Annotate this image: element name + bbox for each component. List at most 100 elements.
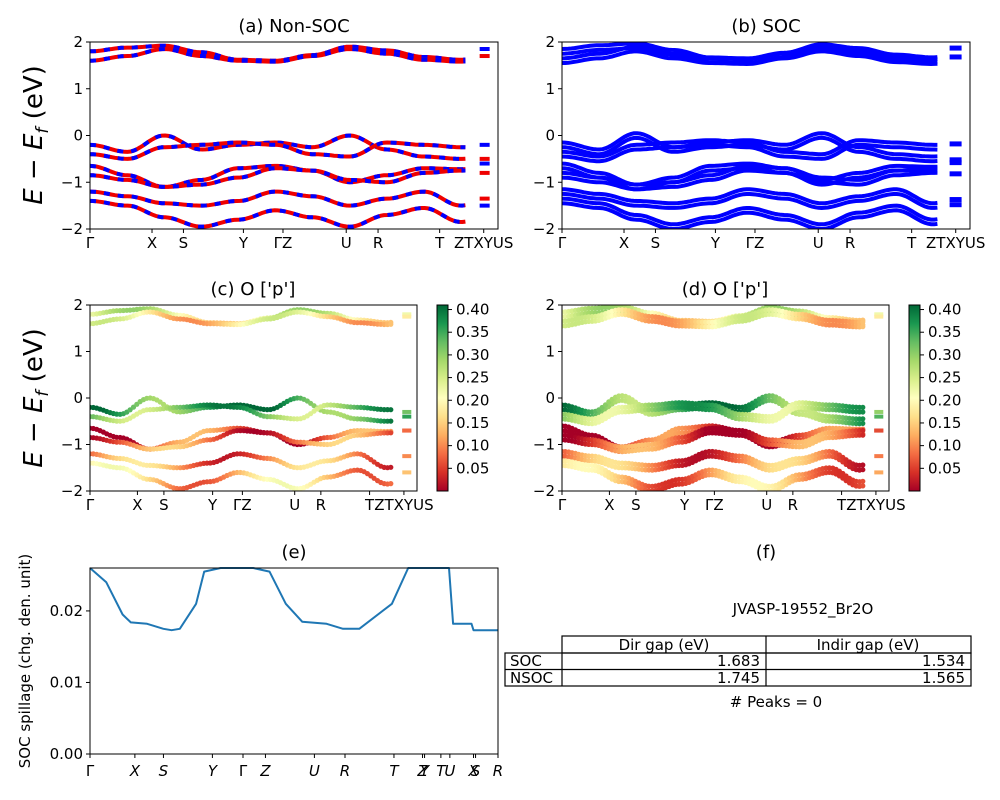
colorbar-tick-label: 0.35 — [456, 323, 489, 341]
panel-c-fragment — [402, 470, 412, 475]
panel-d-fragment — [874, 312, 884, 317]
colorbar-tick-label: 0.35 — [928, 323, 961, 341]
panel-a-band — [90, 46, 466, 64]
panel-a-xtick-label: Y — [238, 234, 249, 252]
panel-a-ytick-label: 0 — [73, 127, 83, 145]
panel-a-band-dash — [90, 133, 466, 161]
panel-b-band — [562, 201, 938, 229]
ylabel-top: E − Ef (eV) — [19, 65, 53, 205]
panel-d-point — [860, 483, 866, 489]
panel-e-ytick-label: 0.01 — [50, 673, 83, 691]
panel-c-point — [388, 430, 394, 436]
panel-d-xtick-label: T — [836, 496, 847, 514]
panel-d-ytick-label: −2 — [533, 482, 555, 500]
panel-d-xtick-label: ΓZ — [705, 496, 724, 514]
panel-d-point — [860, 404, 866, 410]
panel-a-band — [90, 133, 466, 161]
panel-d-point — [860, 416, 866, 422]
panel-d-point — [860, 432, 866, 438]
panel-d-title: (d) O ['p'] — [682, 279, 768, 300]
panel-d-point — [860, 462, 866, 468]
panel-e-xtick-label: T — [389, 762, 400, 780]
panel-a-xtick-label: X — [147, 234, 157, 252]
panel-a-ytick-label: 2 — [73, 33, 83, 51]
panel-d-xtick-label: Γ — [558, 496, 567, 514]
panel-b-band — [562, 163, 938, 187]
table-subtitle: JVASP-19552_Br2O — [732, 600, 874, 619]
panel-e-xtick-label: T — [436, 762, 447, 780]
panel-e-xtick-label: Z — [416, 762, 428, 780]
panel-d-point — [860, 319, 866, 325]
panel-d-point — [860, 420, 866, 426]
panel-e-ytick-label: 0.00 — [50, 745, 83, 763]
panel-c-xtick-label: Γ — [86, 496, 95, 514]
panel-c-xtick-label: S — [159, 496, 169, 514]
panel-d-xtick-label: Y — [679, 496, 690, 514]
panel-e-xtick-label: Γ — [239, 762, 248, 780]
table-cell-soc-dir: 1.683 — [717, 652, 760, 670]
panel-d-ytick-label: 1 — [545, 343, 555, 361]
colorbar-tick-label: 0.25 — [928, 369, 961, 387]
panel-d-fragment — [874, 428, 884, 433]
svg-text:E − Ef (eV): E − Ef (eV) — [19, 65, 53, 205]
panel-e-xtick-label: X — [467, 762, 479, 780]
panel-e-xtick-label: R — [493, 762, 503, 780]
panel-e-spillage-line — [89, 567, 498, 632]
panel-e-ytick-label: 0.02 — [50, 602, 83, 620]
panel-c-ytick-label: −1 — [61, 436, 83, 454]
panel-c-ytick-label: −2 — [61, 482, 83, 500]
panel-e-xtick-label: Γ — [86, 762, 95, 780]
panel-d-point — [860, 427, 866, 434]
panel-d-xtick-label: ZTXYUS — [846, 496, 905, 514]
panel-d-xtick-label: S — [631, 496, 641, 514]
panel-b-xtick-label: U — [813, 234, 824, 252]
panel-c-ytick-label: 0 — [73, 389, 83, 407]
panel-c-point — [388, 464, 394, 470]
panel-b-ytick-label: 0 — [545, 127, 555, 145]
ylabel-middle: E − Ef (eV) — [19, 328, 53, 468]
panel-a-xtick-label: T — [434, 234, 445, 252]
panel-a-band-dash — [90, 163, 466, 189]
colorbar-tick-label: 0.05 — [456, 459, 489, 477]
panel-e-xtick-label: S — [159, 762, 169, 780]
panel-b-ytick-label: −2 — [533, 220, 555, 238]
panel-d-plot — [562, 305, 884, 491]
colorbar-tick-label: 0.10 — [456, 437, 489, 455]
panel-a-xtick-label: S — [179, 234, 189, 252]
panel-e-xtick-label: Z — [259, 762, 271, 780]
panel-a-band-dash — [90, 189, 466, 208]
colorbar-tick-label: 0.25 — [456, 369, 489, 387]
panel-a-ytick-label: 1 — [73, 80, 83, 98]
colorbar-ticks: 0.40 0.35 0.30 0.25 0.20 0.15 0.10 0.05 0.40 0.35… — [448, 301, 961, 477]
table-footer: # Peaks = 0 — [730, 693, 822, 711]
panel-a-xtick-label: ZTXYUS — [454, 234, 513, 252]
panel-d-xtick-label: X — [604, 496, 614, 514]
colorbar-c — [436, 304, 449, 492]
panel-b-ytick-label: −1 — [533, 173, 555, 191]
panel-c-plot — [90, 306, 412, 491]
colorbar-tick-label: 0.30 — [456, 346, 489, 364]
panel-c-fragment — [402, 312, 412, 317]
panel-c-point — [388, 418, 394, 424]
panel-e-title: (e) — [281, 542, 306, 563]
panel-d-point — [860, 324, 866, 330]
panel-b-xtick-label: Γ — [558, 234, 567, 252]
panel-a-plot — [90, 43, 490, 229]
panel-b-band — [562, 49, 938, 67]
panel-b-xtick-label: ΓZ — [746, 234, 765, 252]
panel-d-point — [860, 467, 866, 473]
panel-f-title: (f) — [756, 542, 776, 563]
panel-c-ytick-label: 2 — [73, 296, 83, 314]
panel-e-xtick-label: X — [129, 762, 141, 780]
panel-a-ytick-label: −2 — [61, 220, 83, 238]
panel-c-ytick-label: 1 — [73, 343, 83, 361]
panel-b-xtick-label: R — [845, 234, 855, 252]
panel-a-xtick-label: R — [373, 234, 383, 252]
panel-d-xtick-label: U — [761, 496, 772, 514]
panel-e-xtick-label: U — [444, 762, 455, 780]
table-cell-soc-indir: 1.534 — [922, 652, 965, 670]
colorbar-tick-label: 0.20 — [456, 391, 489, 409]
panel-d-point — [860, 478, 866, 484]
panel-c-fragment — [402, 414, 412, 419]
panel-b-xtick-label: Y — [710, 234, 721, 252]
